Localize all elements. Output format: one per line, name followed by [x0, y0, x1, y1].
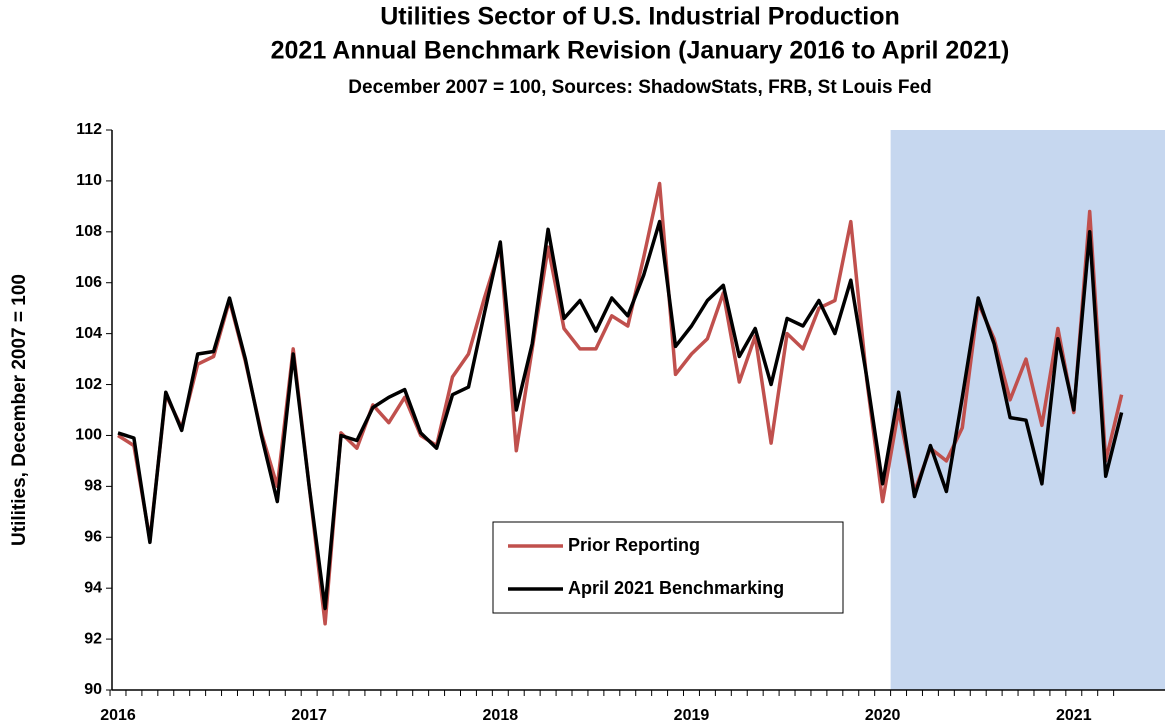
y-tick-label: 94 — [84, 579, 102, 596]
x-tick-label: 2017 — [291, 707, 327, 724]
y-tick-label: 96 — [84, 528, 102, 545]
y-tick-label: 100 — [75, 427, 102, 444]
x-tick-label: 2020 — [865, 707, 901, 724]
y-tick-label: 92 — [84, 630, 102, 647]
y-tick-label: 102 — [75, 376, 102, 393]
highlight-region — [890, 130, 1165, 690]
y-tick-label: 104 — [75, 325, 102, 342]
y-tick-label: 98 — [84, 478, 102, 495]
x-tick-label: 2019 — [674, 707, 710, 724]
y-axis-label: Utilities, December 2007 = 100 — [9, 274, 30, 546]
y-tick-label: 90 — [84, 681, 102, 698]
chart-note: December 2007 = 100, Sources: ShadowStat… — [348, 77, 931, 98]
chart-title: Utilities Sector of U.S. Industrial Prod… — [380, 3, 900, 31]
y-tick-label: 112 — [76, 121, 102, 138]
y-tick-label: 108 — [75, 223, 102, 240]
legend-box — [492, 521, 844, 614]
x-tick-label: 2018 — [483, 707, 519, 724]
x-tick-label: 2016 — [100, 707, 136, 724]
legend-label: Prior Reporting — [568, 535, 700, 555]
data-line — [117, 219, 1124, 611]
x-tick-label: 2021 — [1056, 707, 1092, 724]
chart-subtitle: 2021 Annual Benchmark Revision (January … — [271, 37, 1010, 65]
y-tick-label: 110 — [76, 172, 102, 189]
legend-label: April 2021 Benchmarking — [568, 578, 784, 598]
y-tick-label: 106 — [75, 274, 102, 291]
